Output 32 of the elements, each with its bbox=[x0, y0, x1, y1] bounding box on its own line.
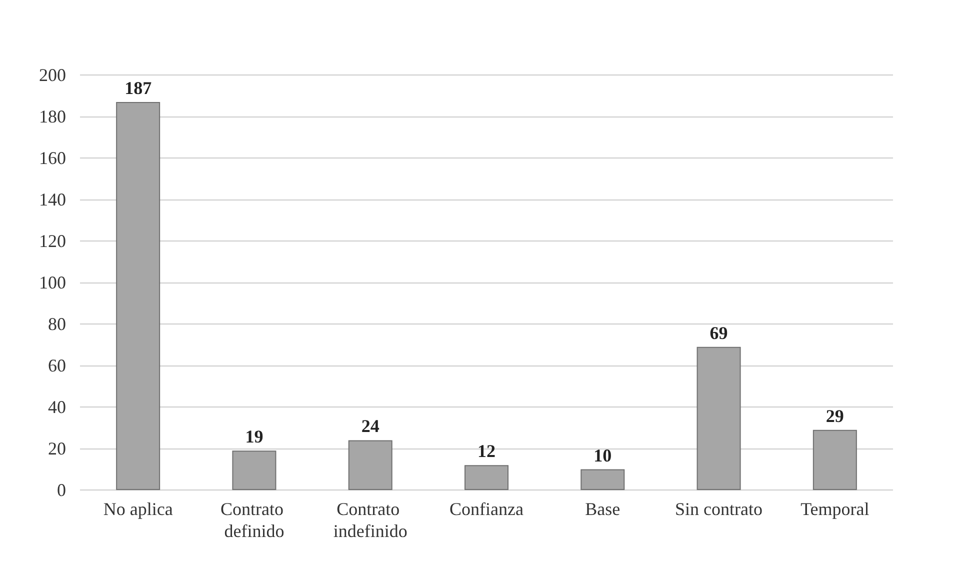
y-tick-label: 120 bbox=[39, 231, 66, 251]
data-label: 29 bbox=[826, 406, 844, 426]
y-tick-label: 0 bbox=[57, 480, 66, 500]
x-tick-label: No aplica bbox=[103, 499, 173, 519]
x-tick-label: Temporal bbox=[800, 499, 870, 519]
y-tick-label: 100 bbox=[39, 272, 66, 292]
bar bbox=[232, 450, 276, 490]
y-tick-label: 60 bbox=[48, 356, 66, 376]
y-tick-label: 20 bbox=[48, 438, 66, 458]
x-tick-label: Contrato indefinido bbox=[333, 499, 408, 541]
data-label: 10 bbox=[594, 445, 612, 466]
data-label: 19 bbox=[245, 426, 264, 447]
bar bbox=[580, 469, 625, 490]
bar bbox=[464, 465, 508, 490]
y-tick-label: 80 bbox=[48, 314, 66, 334]
x-tick-label: Sin contrato bbox=[675, 499, 763, 519]
x-tick-label: Contrato definido bbox=[220, 499, 288, 541]
data-label: 69 bbox=[710, 322, 728, 343]
data-label: 12 bbox=[478, 441, 496, 462]
y-tick-label: 160 bbox=[39, 148, 66, 168]
x-tick-label: Confianza bbox=[450, 499, 524, 519]
data-label: 187 bbox=[124, 78, 152, 98]
y-tick-label: 200 bbox=[39, 65, 66, 85]
y-tick-label: 40 bbox=[48, 397, 66, 417]
y-tick-label: 140 bbox=[39, 190, 66, 210]
bar bbox=[348, 440, 392, 490]
bar bbox=[116, 102, 160, 490]
bar bbox=[812, 430, 857, 490]
y-tick-label: 180 bbox=[39, 106, 66, 126]
bar bbox=[696, 346, 741, 490]
x-tick-label: Base bbox=[585, 499, 620, 519]
data-label: 24 bbox=[361, 416, 380, 436]
